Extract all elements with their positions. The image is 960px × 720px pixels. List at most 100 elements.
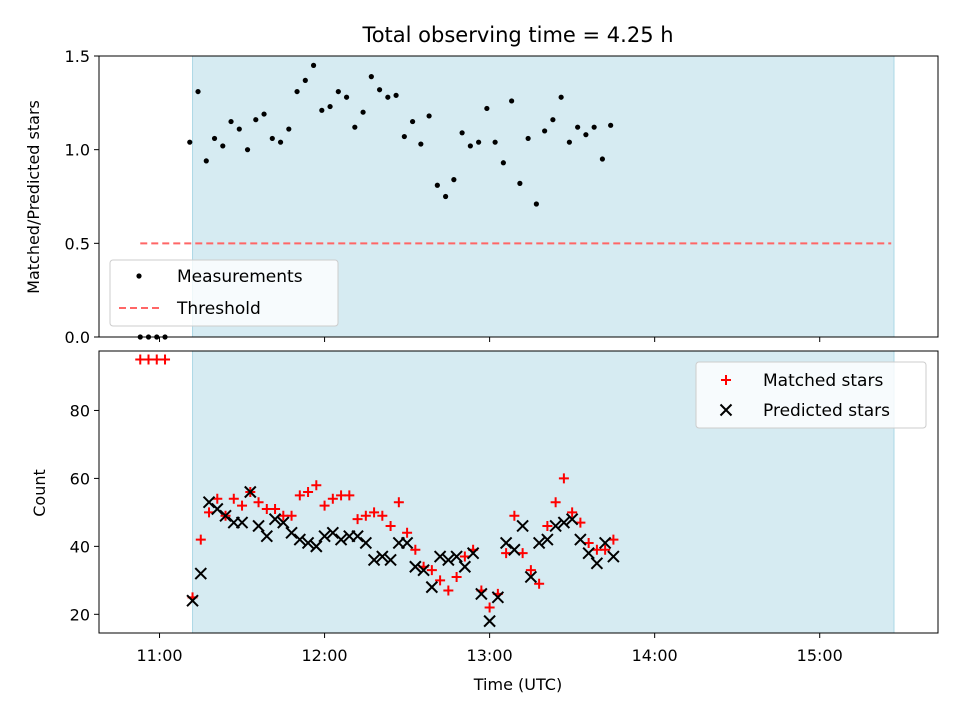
predicted-star-point — [293, 533, 307, 546]
predicted-star-point — [582, 546, 595, 560]
predicted-star-point — [367, 553, 381, 567]
predicted-star-point — [499, 536, 513, 550]
matched-star-point — [352, 514, 363, 525]
measurement-point — [550, 117, 556, 123]
y-tick-label: 40 — [70, 537, 90, 556]
y-tick-label: 60 — [70, 469, 90, 488]
predicted-star-point — [351, 529, 364, 543]
bottom-y-axis-label: Count — [30, 469, 49, 517]
measurement-point — [558, 94, 564, 100]
predicted-star-point — [260, 529, 274, 543]
measurement-point — [253, 117, 259, 123]
matched-star-point — [443, 585, 454, 596]
matched-star-point — [608, 534, 619, 545]
measurement-point — [244, 147, 251, 153]
predicted-star-point — [508, 543, 521, 556]
matched-star-point — [195, 534, 206, 545]
matched-star-point — [509, 510, 520, 521]
measurement-point — [409, 118, 416, 125]
predicted-star-point — [541, 533, 554, 546]
legend-predicted-marker — [719, 403, 733, 417]
matched-star-point — [294, 490, 305, 501]
measurement-point — [195, 88, 201, 95]
y-tick-label: 20 — [70, 605, 90, 624]
axes-frame — [98, 350, 939, 634]
measurement-point — [319, 107, 325, 113]
measurement-point — [269, 135, 275, 142]
predicted-star-point — [590, 557, 604, 570]
matched-star-point — [410, 544, 421, 555]
matched-star-point — [600, 544, 611, 555]
predicted-star-point — [235, 516, 249, 529]
matched-star-point — [228, 493, 239, 504]
predicted-star-point — [607, 550, 620, 563]
legend-box — [695, 361, 927, 429]
measurement-point — [525, 135, 531, 142]
measurement-point — [542, 128, 548, 134]
matched-star-point — [459, 551, 470, 562]
measurement-point — [401, 133, 407, 140]
predicted-star-point — [532, 536, 546, 550]
measurement-point — [459, 130, 465, 136]
matched-star-point — [534, 578, 545, 589]
x-tick-label: 15:00 — [797, 646, 843, 665]
y-tick-label: 80 — [70, 401, 90, 420]
measurement-point — [608, 122, 614, 128]
predicted-star-point — [409, 560, 422, 573]
matched-star-point — [525, 565, 536, 576]
measurement-point — [294, 88, 300, 95]
x-tick-label: 12:00 — [302, 646, 348, 665]
matched-star-point — [253, 497, 264, 508]
predicted-star-point — [310, 540, 323, 553]
matched-star-point — [311, 480, 322, 491]
matched-star-point — [501, 548, 512, 559]
measurement-point — [376, 87, 383, 93]
matched-star-point — [237, 500, 248, 511]
predicted-star-point — [475, 587, 488, 601]
legend-box — [109, 259, 339, 327]
predicted-star-point — [400, 536, 414, 550]
measurement-point — [575, 124, 581, 130]
predicted-star-point — [301, 536, 315, 550]
matched-star-point — [451, 571, 462, 582]
measurement-point — [203, 158, 209, 164]
predicted-star-point — [318, 529, 331, 543]
measurement-point — [385, 94, 391, 100]
predicted-star-point — [524, 570, 538, 584]
predicted-star-point — [516, 519, 529, 533]
predicted-star-point — [491, 591, 505, 604]
matched-star-point — [435, 575, 446, 586]
matched-star-point — [575, 517, 586, 528]
measurement-point — [335, 88, 341, 95]
x-tick-label: 13:00 — [467, 646, 513, 665]
x-tick-label: 14:00 — [632, 646, 678, 665]
predicted-star-point — [202, 495, 216, 509]
measurement-point — [500, 160, 506, 166]
matched-star-point — [484, 602, 495, 613]
predicted-star-point — [252, 519, 265, 533]
y-tick-label: 0.5 — [65, 234, 90, 253]
matched-star-point — [385, 520, 396, 531]
predicted-star-point — [442, 553, 455, 567]
legend-matched-marker — [721, 375, 731, 385]
matched-star-point — [369, 507, 380, 518]
predicted-star-point — [598, 536, 612, 550]
measurement-point — [533, 201, 539, 207]
predicted-star-point — [268, 512, 282, 526]
x-tick-label: 11:00 — [136, 646, 182, 665]
predicted-star-point — [326, 526, 340, 539]
predicted-star-point — [211, 502, 224, 516]
measurement-point — [228, 118, 234, 125]
measurement-point — [211, 135, 218, 142]
matched-star-point — [583, 537, 594, 548]
legend-matched-label: Matched stars — [763, 371, 883, 391]
matched-star-point — [327, 493, 338, 504]
measurement-point — [302, 77, 308, 83]
chart-title: Total observing time = 4.25 h — [361, 23, 673, 47]
matched-star-point — [212, 493, 223, 504]
measurement-point — [591, 124, 597, 130]
measurement-point — [599, 156, 606, 162]
legend-threshold-label: Threshold — [176, 299, 261, 319]
matched-star-point — [160, 354, 171, 365]
predicted-star-point — [417, 563, 430, 577]
